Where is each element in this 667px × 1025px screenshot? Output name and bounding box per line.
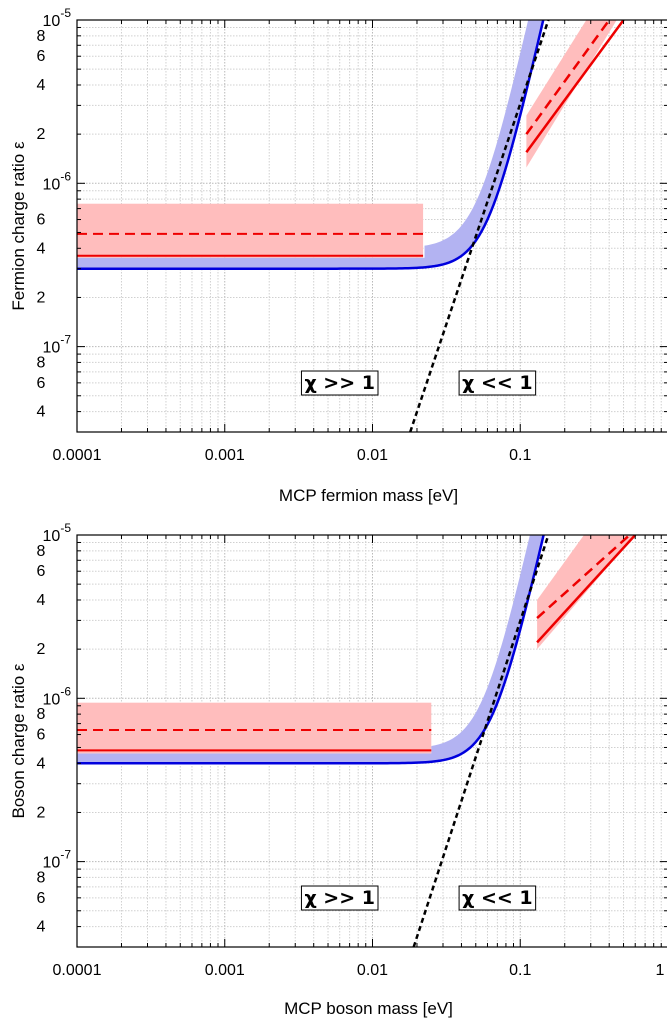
- y-tick-label: 2: [37, 804, 46, 821]
- y-axis-title: Fermion charge ratio ε: [9, 141, 28, 311]
- x-tick-label: 0.001: [205, 962, 245, 979]
- y-tick-label: 6: [37, 727, 46, 744]
- annotation-text: χ << 1: [462, 887, 533, 909]
- x-tick-label: 0.01: [357, 447, 388, 464]
- y-tick-label: 6: [37, 563, 46, 580]
- x-tick-label: 0.001: [205, 447, 245, 464]
- blue-curve: [77, 20, 545, 270]
- x-axis-title: MCP fermion mass [eV]: [279, 486, 458, 505]
- y-tick-label: 4: [37, 592, 46, 609]
- x-tick-label: 0.1: [509, 962, 531, 979]
- red-band-left: [77, 702, 432, 754]
- annotation-box: [300, 885, 379, 911]
- x-tick-label: 0.0001: [53, 962, 102, 979]
- boson-chart: 0.0001 0.001 0.01 0.1 110-5864210-6864210-78…: [9, 521, 667, 1018]
- red-band-left: [77, 203, 424, 258]
- y-tick-label: 8: [37, 28, 46, 45]
- tick-marks: [76, 19, 667, 433]
- black-dashed-line: [409, 20, 550, 432]
- annotation-text: χ >> 1: [304, 887, 375, 909]
- y-tick-label: 2: [37, 289, 46, 306]
- annotation-text: χ >> 1: [304, 372, 375, 394]
- y-tick-label: 4: [37, 404, 46, 421]
- y-tick-label: 2: [37, 641, 46, 658]
- red-dashed-right: [525, 20, 611, 135]
- y-axis-title: Boson charge ratio ε: [9, 663, 28, 818]
- y-tick-label: 4: [37, 77, 46, 94]
- y-tick-label: 10-7: [43, 333, 72, 357]
- y-tick-label: 6: [37, 890, 46, 907]
- annotation-box: [458, 885, 537, 911]
- y-tick-label: 2: [37, 126, 46, 143]
- annotation-chi-small: χ << 1: [458, 885, 537, 911]
- y-tick-label: 8: [37, 354, 46, 371]
- y-tick-label: 4: [37, 919, 46, 936]
- black-dashed-line: [412, 535, 550, 947]
- fermion-chart: 0.0001 0.001 0.01 0.110-5864210-664210-7864…: [9, 6, 667, 505]
- annotation-text: χ << 1: [462, 372, 533, 394]
- y-tick-label: 10-6: [43, 684, 72, 708]
- blue-curve: [77, 535, 545, 765]
- y-tick-label: 6: [37, 212, 46, 229]
- y-tick-label: 4: [37, 240, 46, 257]
- red-band-right: [526, 20, 617, 168]
- y-tick-label: 10-6: [43, 169, 72, 193]
- red-dashed-right: [536, 535, 631, 619]
- y-tick-label: 8: [37, 706, 46, 723]
- x-tick-label: 0.01: [357, 962, 388, 979]
- plot-area: [77, 20, 625, 432]
- annotation-chi-small: χ << 1: [458, 370, 537, 396]
- red-solid-right: [525, 20, 625, 153]
- x-tick-label: 1: [656, 962, 665, 979]
- y-tick-label: 4: [37, 755, 46, 772]
- y-tick-label: 10-5: [43, 521, 72, 545]
- x-axis-title: MCP boson mass [eV]: [284, 999, 453, 1018]
- red-solid-right: [536, 535, 637, 644]
- y-tick-label: 8: [37, 869, 46, 886]
- y-tick-label: 10-5: [43, 6, 72, 30]
- annotation-box: [300, 370, 379, 396]
- y-tick-label: 10-7: [43, 848, 72, 872]
- y-tick-label: 8: [37, 543, 46, 560]
- x-tick-label: 0.0001: [53, 447, 102, 464]
- tick-marks: [76, 534, 667, 948]
- y-tick-label: 6: [37, 375, 46, 392]
- x-tick-label: 0.1: [509, 447, 531, 464]
- annotation-chi-large: χ >> 1: [300, 885, 379, 911]
- plot-area: [77, 535, 637, 947]
- y-tick-label: 6: [37, 48, 46, 65]
- annotation-box: [458, 370, 537, 396]
- annotation-chi-large: χ >> 1: [300, 370, 379, 396]
